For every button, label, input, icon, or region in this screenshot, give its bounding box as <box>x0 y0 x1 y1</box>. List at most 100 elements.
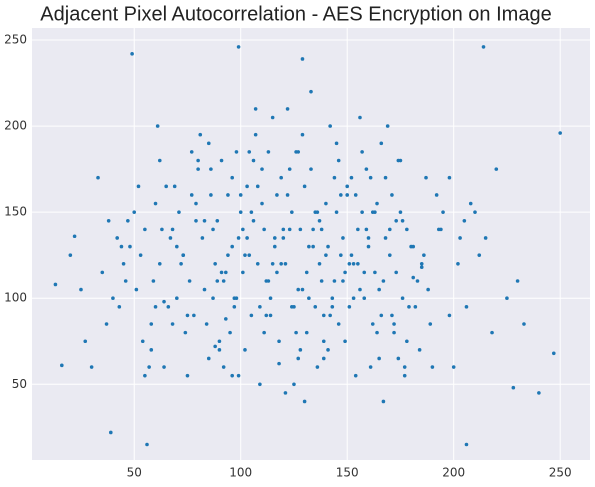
point <box>462 218 467 223</box>
point <box>379 313 384 318</box>
point <box>321 339 326 344</box>
point <box>106 218 111 223</box>
point <box>136 184 141 189</box>
point <box>221 365 226 369</box>
point <box>247 253 252 257</box>
point <box>260 201 264 206</box>
point <box>224 270 228 275</box>
point <box>332 175 337 180</box>
point <box>351 261 356 266</box>
point <box>234 150 239 154</box>
point <box>511 385 516 390</box>
point <box>388 253 392 257</box>
point <box>209 193 213 197</box>
point <box>204 322 209 326</box>
point <box>211 296 215 301</box>
point <box>402 365 407 369</box>
point <box>187 279 192 283</box>
point <box>224 317 228 321</box>
point <box>79 287 83 292</box>
point <box>407 305 411 309</box>
point <box>321 356 326 361</box>
point <box>558 131 562 135</box>
point <box>349 175 354 180</box>
point <box>477 253 482 257</box>
point <box>236 45 241 49</box>
point <box>181 253 186 257</box>
point <box>145 442 149 447</box>
point <box>390 193 394 197</box>
point <box>447 313 452 318</box>
point <box>111 296 115 301</box>
point <box>245 184 249 189</box>
point <box>249 313 254 318</box>
point <box>164 184 168 189</box>
y-tick-label: 250 <box>4 33 27 47</box>
point <box>202 287 207 292</box>
point <box>345 184 350 189</box>
point <box>130 52 134 56</box>
point <box>245 236 249 240</box>
point <box>253 132 258 137</box>
y-tick-label: 150 <box>4 205 27 219</box>
point <box>483 236 488 240</box>
point <box>336 158 341 163</box>
point <box>234 296 239 301</box>
point <box>400 296 405 301</box>
point <box>60 363 64 368</box>
point <box>168 236 173 240</box>
point <box>398 210 403 214</box>
point <box>236 373 241 378</box>
plot-area <box>32 28 590 460</box>
point <box>347 305 352 309</box>
point <box>253 107 258 111</box>
point <box>177 210 181 214</box>
point <box>200 236 205 240</box>
point <box>143 227 147 232</box>
point <box>317 261 322 266</box>
x-tick-label: 250 <box>549 466 572 480</box>
point <box>206 141 211 146</box>
point <box>317 218 322 223</box>
point <box>162 365 166 369</box>
point <box>339 193 343 197</box>
point <box>238 210 243 214</box>
point <box>243 253 247 257</box>
point <box>162 299 166 304</box>
point <box>537 391 541 395</box>
point <box>279 175 283 180</box>
chart-title: Adjacent Pixel Autocorrelation - AES Enc… <box>40 3 551 25</box>
point <box>275 193 279 197</box>
point <box>515 279 520 283</box>
point <box>117 305 122 309</box>
point <box>160 227 164 232</box>
point <box>490 330 494 335</box>
point <box>505 296 509 301</box>
point <box>285 193 290 197</box>
point <box>377 356 381 361</box>
point <box>138 253 143 257</box>
point <box>351 296 356 301</box>
point <box>394 270 398 275</box>
point <box>175 296 179 301</box>
point <box>468 201 473 206</box>
y-tick-label: 50 <box>12 377 27 391</box>
point <box>268 313 273 318</box>
point <box>419 261 424 266</box>
point <box>334 210 339 214</box>
point <box>551 351 556 356</box>
point <box>228 330 232 335</box>
point <box>238 193 243 197</box>
point <box>349 253 354 257</box>
point <box>413 305 418 309</box>
point <box>264 279 269 283</box>
point <box>126 218 130 223</box>
point <box>328 313 332 318</box>
point <box>298 227 303 232</box>
point <box>132 210 137 214</box>
point <box>324 253 328 257</box>
point <box>319 279 324 283</box>
point <box>347 261 352 266</box>
point <box>473 210 477 214</box>
point <box>290 210 294 214</box>
